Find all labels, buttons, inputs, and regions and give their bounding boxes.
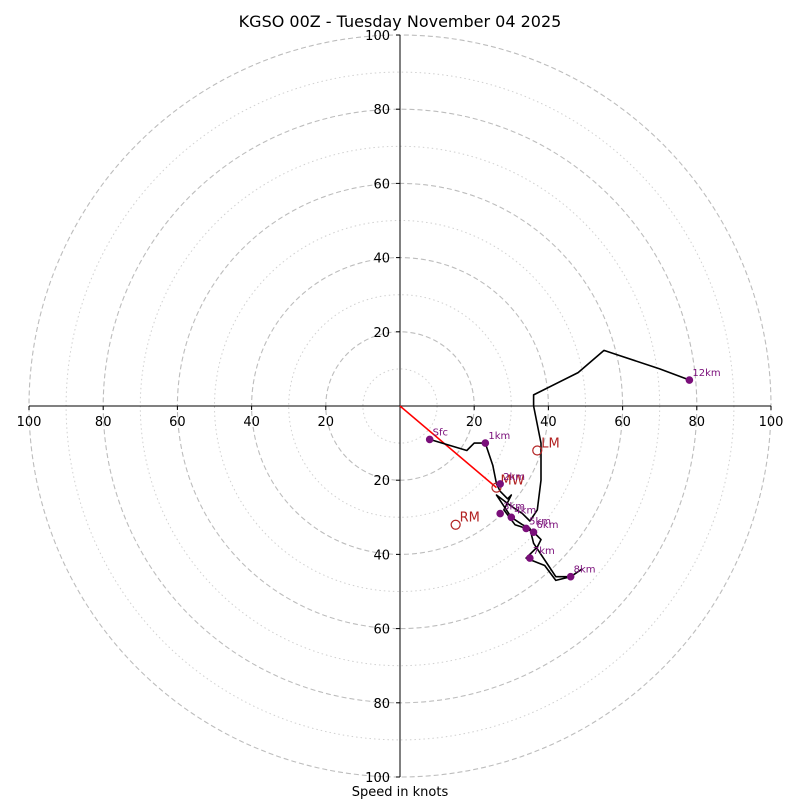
- wind-trace-layer: [429, 349, 690, 582]
- height-marker-8km: [566, 572, 575, 581]
- storm-motion-label-lm: LM: [541, 437, 559, 452]
- height-label-7km: 7km: [533, 546, 555, 557]
- chart-title: KGSO 00Z - Tuesday November 04 2025: [239, 12, 562, 31]
- height-label-sfc: Sfc: [433, 427, 448, 438]
- x-tick-label: 80: [95, 415, 112, 430]
- height-marker-3km: [496, 509, 504, 518]
- shear-vector-layer: [399, 405, 497, 489]
- y-tick-label: 100: [365, 29, 390, 44]
- height-marker-7km: [526, 554, 534, 562]
- axis-ticks: 100 80 60 40 20 20 40 60 80 100 100 80 60 40 20 20 40 60 8…: [17, 29, 784, 786]
- x-axis-label: Speed in knots: [352, 785, 449, 800]
- height-label-4km: 4km: [514, 505, 536, 516]
- height-label-5km: 5km: [529, 516, 551, 527]
- shear-vector: [399, 405, 497, 489]
- y-tick-label: 40: [373, 548, 390, 563]
- y-tick-label: 20: [373, 474, 390, 489]
- storm-motion-layer: LM MW RM: [450, 437, 560, 530]
- y-tick-label: 80: [373, 103, 390, 118]
- height-marker-sfc: [425, 435, 434, 444]
- height-label-6km: 6km: [537, 520, 559, 531]
- height-marker-1km: [481, 439, 490, 447]
- x-tick-label: 100: [759, 415, 784, 430]
- x-tick-label: 100: [17, 415, 42, 430]
- y-tick-label: 20: [373, 326, 390, 341]
- storm-motion-marker-lm: [532, 445, 543, 456]
- height-label-12km: 12km: [692, 368, 720, 379]
- storm-motion-label-rm: RM: [460, 511, 480, 526]
- x-tick-label: 20: [466, 415, 483, 430]
- y-tick-label: 40: [373, 252, 390, 267]
- x-tick-label: 60: [614, 415, 631, 430]
- height-marker-12km: [685, 376, 694, 384]
- y-tick-label: 60: [373, 177, 390, 192]
- height-label-3km: 3km: [503, 502, 525, 513]
- storm-motion-label-mw: MW: [500, 474, 524, 489]
- x-tick-label: 60: [169, 415, 186, 430]
- y-tick-label: 80: [373, 697, 390, 712]
- height-label-2km: 2km: [503, 472, 525, 483]
- height-label-1km: 1km: [488, 431, 510, 442]
- x-tick-label: 80: [689, 415, 706, 430]
- y-tick-label: 100: [365, 771, 390, 786]
- height-marker-4km: [507, 513, 516, 522]
- height-marker-2km: [496, 480, 504, 488]
- x-tick-label: 40: [540, 415, 557, 430]
- y-tick-label: 60: [373, 623, 390, 638]
- height-marker-6km: [529, 528, 538, 536]
- x-tick-label: 40: [243, 415, 260, 430]
- hodograph-trace: [429, 349, 690, 582]
- storm-motion-marker-rm: [450, 519, 461, 530]
- height-marker-5km: [522, 524, 530, 533]
- x-tick-label: 20: [318, 415, 335, 430]
- height-label-8km: 8km: [574, 565, 596, 576]
